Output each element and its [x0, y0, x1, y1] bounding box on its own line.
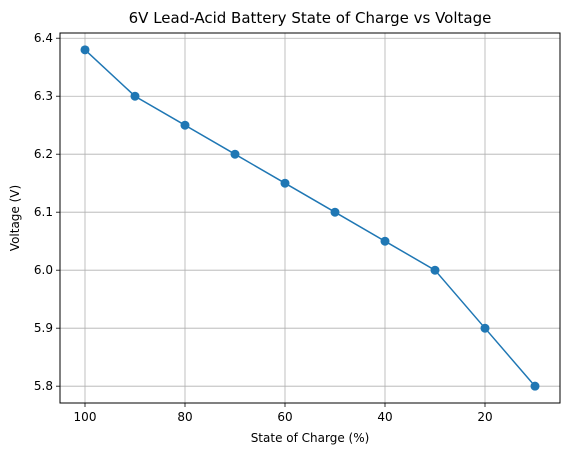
data-point	[80, 45, 90, 55]
series	[80, 45, 540, 391]
x-tick-label: 20	[477, 410, 492, 424]
data-point	[130, 91, 140, 101]
data-point	[180, 120, 190, 130]
data-point	[530, 381, 540, 391]
data-point	[480, 323, 490, 333]
x-axis: 100 80 60 40 20	[74, 403, 493, 424]
grid	[60, 33, 560, 403]
data-point	[430, 265, 440, 275]
y-tick-label: 5.9	[34, 321, 53, 335]
x-axis-label: State of Charge (%)	[251, 431, 370, 445]
chart-title: 6V Lead-Acid Battery State of Charge vs …	[129, 9, 492, 27]
x-tick-label: 60	[277, 410, 292, 424]
x-tick-label: 100	[74, 410, 97, 424]
y-tick-label: 6.0	[34, 263, 53, 277]
x-tick-label: 80	[177, 410, 192, 424]
y-tick-label: 6.1	[34, 205, 53, 219]
y-tick-label: 6.4	[34, 31, 53, 45]
data-point	[330, 207, 340, 217]
y-tick-label: 5.8	[34, 379, 53, 393]
data-point	[280, 178, 290, 188]
data-point	[380, 236, 390, 246]
y-tick-label: 6.2	[34, 147, 53, 161]
data-point	[230, 149, 240, 159]
series-line	[84, 49, 536, 387]
y-axis: 5.8 5.9 6.0 6.1 6.2 6.3 6.4	[34, 31, 60, 393]
y-tick-label: 6.3	[34, 89, 53, 103]
x-tick-label: 40	[377, 410, 392, 424]
axes-frame	[59, 32, 561, 404]
y-axis-label: Voltage (V)	[8, 185, 22, 251]
plot-area: 100 80 60 40 20 5.8 5.9 6.0 6.1 6.2 6.3 6.4	[34, 31, 561, 424]
